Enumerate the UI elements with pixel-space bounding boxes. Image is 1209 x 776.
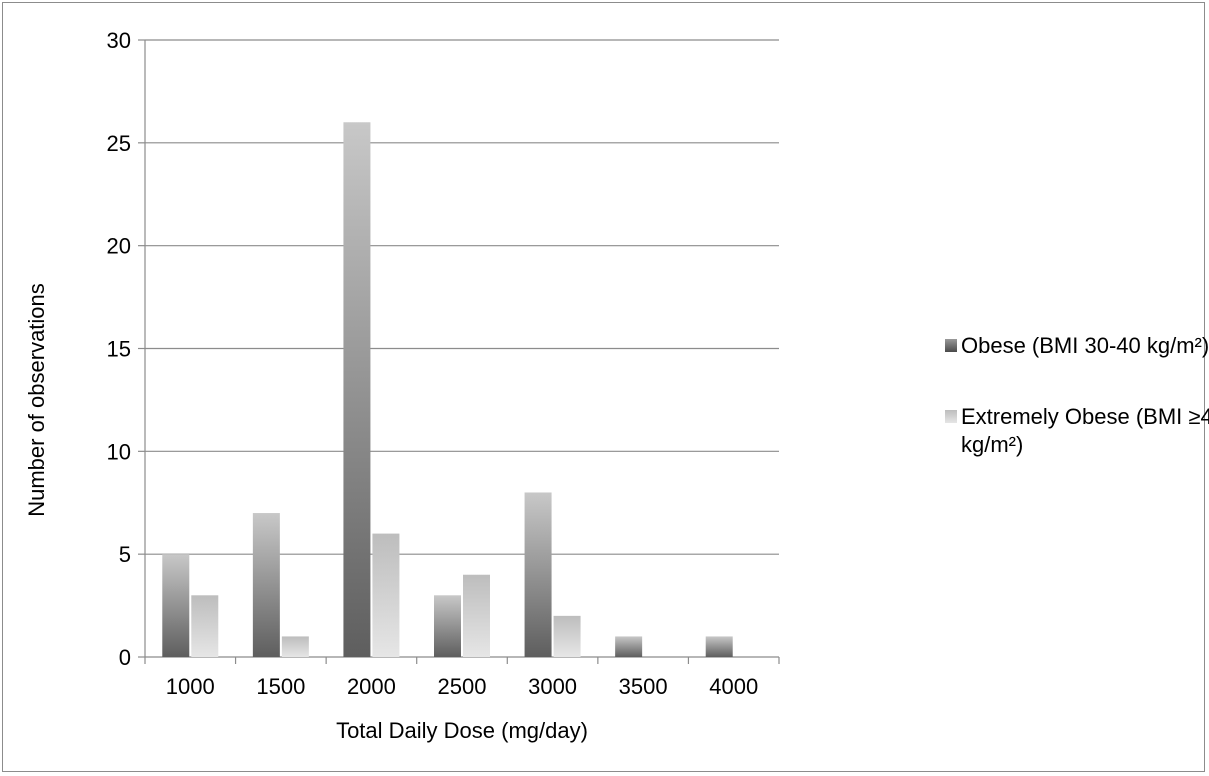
x-tick-label: 3000 [528,674,577,699]
y-axis-title: Number of observations [24,283,49,517]
x-tick-label: 3500 [619,674,668,699]
y-tick-label: 10 [107,439,131,464]
y-tick-label: 0 [119,645,131,670]
x-tick-label: 1000 [166,674,215,699]
legend-label-extreme-line1: Extremely Obese (BMI ≥40 [961,404,1209,429]
bar-obese-2000 [343,122,371,658]
legend: Obese (BMI 30-40 kg/m²) Extremely Obese … [945,333,1209,457]
bar-extreme-3000 [553,615,581,657]
y-tick-label: 5 [119,542,131,567]
bar-obese-2500 [434,595,461,657]
bar-obese-3000 [524,492,552,657]
bar-obese-1500 [252,513,280,657]
y-tick-label: 20 [107,234,131,259]
gridlines [145,39,779,555]
axes [138,39,780,664]
bar-extreme-2500 [463,574,490,657]
bar-extreme-1500 [281,636,309,657]
x-tick-label: 2500 [438,674,487,699]
tick-labels: 0 5 10 15 20 25 30 1000 1500 2000 2500 3000 3500 4000 [107,28,759,699]
bar-extreme-2000 [372,533,400,657]
legend-swatch-obese [945,339,957,352]
legend-swatch-extreme [945,410,957,423]
y-tick-label: 15 [107,337,131,362]
x-tick-label: 4000 [709,674,758,699]
x-axis-title: Total Daily Dose (mg/day) [336,718,588,743]
legend-label-extreme-line2: kg/m²) [961,432,1023,457]
bar-obese-1000 [162,554,190,657]
x-tick-label: 2000 [347,674,396,699]
bars [162,122,733,658]
legend-label-extreme: Extremely Obese (BMI ≥40 kg/m²) [961,404,1209,457]
y-tick-label: 25 [107,131,131,156]
legend-label-obese: Obese (BMI 30-40 kg/m²) [961,333,1209,358]
bar-extreme-1000 [191,595,219,657]
bar-obese-4000 [705,636,733,657]
x-tick-label: 1500 [256,674,305,699]
y-tick-label: 30 [107,28,131,53]
bar-obese-3500 [615,636,643,657]
